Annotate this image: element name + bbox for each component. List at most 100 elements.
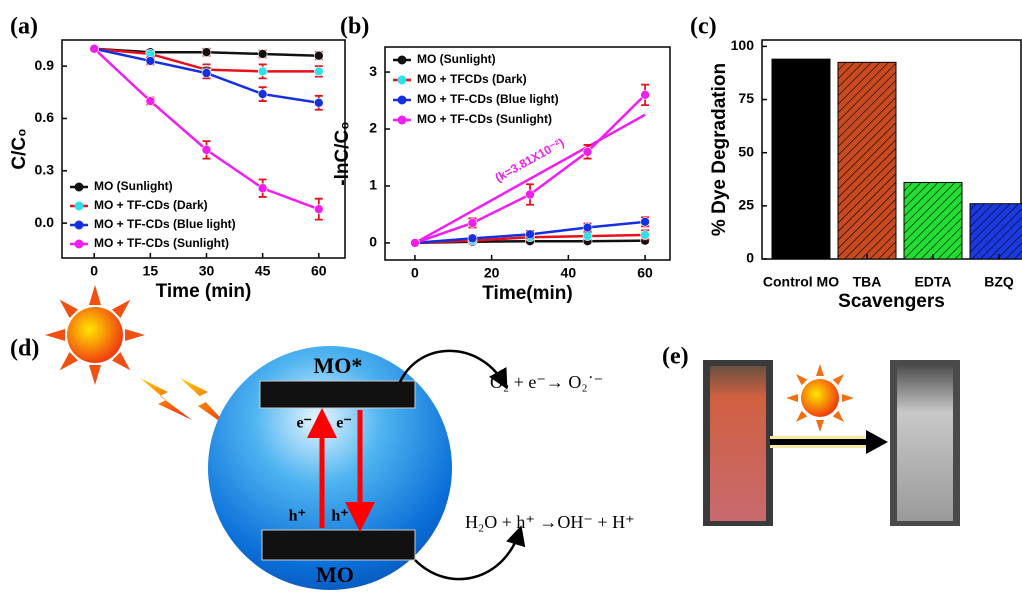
bar — [771, 58, 831, 260]
x-tick-label: 20 — [484, 265, 500, 281]
x-tick-label: 60 — [311, 263, 327, 279]
data-point — [313, 204, 324, 214]
bar-hatch — [904, 182, 962, 259]
data-point — [467, 233, 478, 244]
x-tick-label: BZQ — [984, 274, 1014, 290]
x-tick-label: EDTA — [914, 274, 951, 290]
legend-marker — [397, 115, 407, 125]
plot-frame — [384, 46, 671, 261]
x-axis-label: Scavengers — [838, 291, 945, 312]
y-axis-label: C/C₀ — [9, 128, 30, 169]
data-point — [525, 229, 535, 240]
light-bolt — [180, 378, 232, 430]
data-point — [89, 43, 99, 54]
x-tick-label: 0 — [411, 265, 419, 281]
panel-label: (a) — [10, 14, 38, 40]
data-point — [201, 47, 212, 58]
legend-marker — [397, 75, 407, 85]
x-tick-label: Control MO — [763, 274, 839, 290]
x-tick-label: 45 — [255, 263, 271, 279]
reaction-arrow — [414, 525, 526, 581]
legend-label: MO + TF-CDs (Blue light) — [94, 217, 236, 231]
plot-frame — [61, 39, 346, 259]
y-axis-label: % Dye Degradation — [709, 63, 730, 236]
y-tick-label: 3 — [369, 63, 377, 79]
y-tick-label: 0.9 — [35, 57, 55, 73]
y-tick-label: 2 — [369, 120, 377, 136]
data-point — [201, 68, 212, 78]
legend-label: MO + TF-CDs (Dark) — [94, 198, 208, 212]
sun — [786, 364, 854, 432]
x-axis-label: Time(min) — [482, 283, 572, 304]
y-tick-label: 0.3 — [35, 162, 55, 178]
y-axis-label: -lnC/C₀ — [332, 121, 353, 186]
y-tick-label: 50 — [738, 143, 754, 159]
bar-hatch — [838, 62, 896, 259]
photo-panel: (e) — [662, 344, 960, 526]
data-point — [410, 238, 420, 248]
data-point — [582, 231, 593, 241]
legend-marker — [74, 201, 84, 211]
y-tick-label: 25 — [738, 197, 754, 213]
legend-marker — [74, 220, 84, 230]
hole: h⁺ — [289, 508, 306, 525]
data-point — [582, 222, 593, 233]
y-tick-label: 0 — [369, 234, 377, 250]
legend-label: MO + TF-CDs (Sunlight) — [417, 112, 552, 126]
hole: h⁺ — [331, 508, 348, 525]
legend-label: MO (Sunlight) — [94, 179, 173, 193]
energy-level — [261, 529, 416, 561]
mechanism-diagram: (d) MO* MO e⁻ e⁻ h⁺ h⁺ O₂ + e⁻→ O₂˙⁻ H₂O… — [10, 285, 635, 590]
y-tick-label: 0 — [746, 250, 754, 266]
legend-marker — [397, 55, 407, 65]
data-point — [257, 66, 268, 77]
data-point — [257, 183, 268, 194]
level-label: MO* — [314, 353, 363, 378]
legend-marker — [74, 239, 84, 249]
data-point — [257, 49, 268, 59]
data-point — [257, 89, 268, 99]
electron: e⁻ — [336, 415, 352, 432]
data-point — [640, 230, 650, 240]
data-point — [640, 90, 650, 100]
fit-label: (k=3.81X10⁻²) — [493, 135, 567, 185]
panel-label: (e) — [662, 344, 689, 370]
reaction: H₂O + h⁺ →OH⁻ + H⁺ — [465, 512, 635, 532]
data-point — [467, 218, 478, 228]
x-axis-label: Time (min) — [156, 281, 252, 302]
x-tick-label: 30 — [199, 263, 215, 279]
legend-label: MO + TFCDs (Dark) — [417, 72, 527, 86]
data-point — [313, 97, 324, 108]
cuvette-after — [897, 366, 953, 521]
energy-level — [259, 380, 416, 409]
light-bolt — [140, 378, 192, 420]
data-point — [313, 50, 324, 61]
legend-label: MO + TF-CDs (Sunlight) — [94, 236, 229, 250]
y-tick-label: 1 — [369, 177, 377, 193]
sun — [45, 285, 145, 385]
y-tick-label: 0.0 — [35, 214, 55, 230]
data-point — [145, 96, 156, 106]
cuvette-before — [710, 366, 766, 521]
data-point — [145, 56, 156, 66]
bar-hatch — [970, 203, 1022, 259]
data-point — [201, 145, 212, 155]
x-tick-label: 15 — [143, 263, 159, 279]
level-label: MO — [316, 562, 354, 587]
data-point — [525, 189, 535, 200]
data-point — [640, 217, 650, 227]
y-tick-label: 0.6 — [35, 109, 55, 125]
legend-marker — [397, 95, 407, 105]
electron: e⁻ — [296, 415, 312, 432]
reaction: O₂ + e⁻→ O₂˙⁻ — [490, 372, 603, 392]
legend-marker — [74, 182, 84, 192]
x-tick-label: 40 — [561, 265, 577, 281]
y-tick-label: 100 — [731, 37, 755, 53]
y-tick-label: 75 — [738, 90, 754, 106]
data-point — [582, 146, 593, 157]
data-point — [313, 66, 324, 77]
x-tick-label: 0 — [90, 263, 98, 279]
panel-label: (c) — [690, 14, 717, 40]
